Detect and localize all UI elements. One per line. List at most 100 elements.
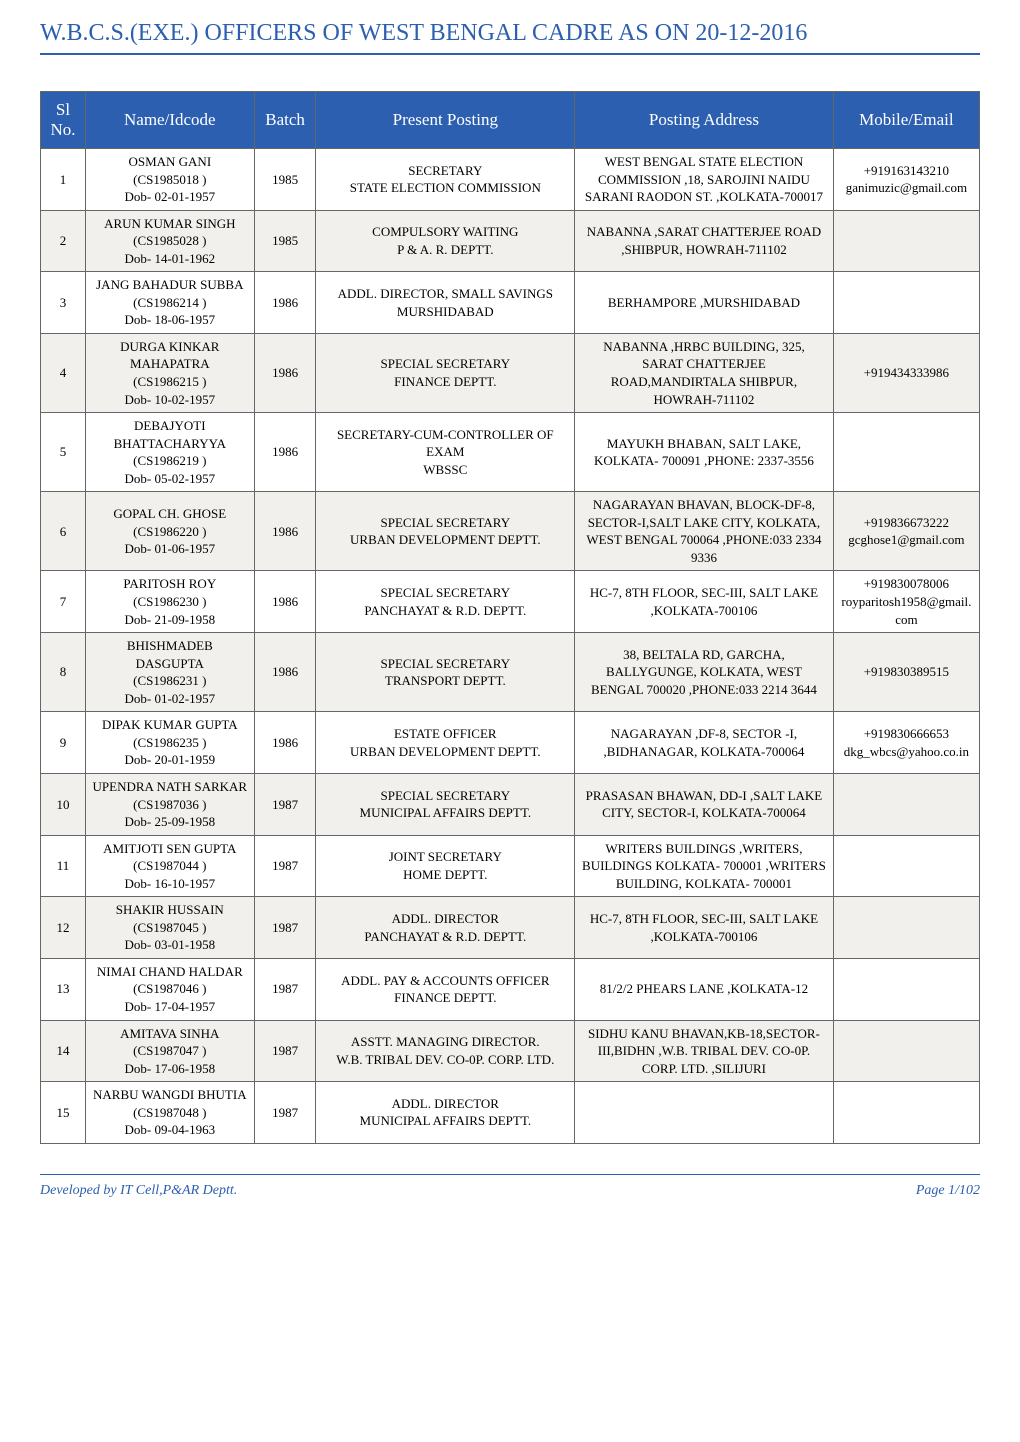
cell-sl: 4 (41, 333, 86, 412)
cell-name: GOPAL CH. GHOSE (CS1986220 ) Dob- 01-06-… (85, 492, 254, 571)
cell-batch: 1986 (254, 633, 316, 712)
table-row: 15 NARBU WANGDI BHUTIA (CS1987048 ) Dob-… (41, 1082, 980, 1144)
cell-posting: SPECIAL SECRETARY TRANSPORT DEPTT. (316, 633, 575, 712)
cell-address: NABANNA ,SARAT CHATTERJEE ROAD ,SHIBPUR,… (575, 210, 834, 272)
cell-sl: 8 (41, 633, 86, 712)
cell-batch: 1987 (254, 773, 316, 835)
cell-name: DEBAJYOTI BHATTACHARYYA (CS1986219 ) Dob… (85, 413, 254, 492)
table-row: 11 AMITJOTI SEN GUPTA (CS1987044 ) Dob- … (41, 835, 980, 897)
cell-mobile: +919434333986 (833, 333, 979, 412)
cell-mobile (833, 958, 979, 1020)
cell-mobile: +919830389515 (833, 633, 979, 712)
cell-sl: 5 (41, 413, 86, 492)
table-row: 5 DEBAJYOTI BHATTACHARYYA (CS1986219 ) D… (41, 413, 980, 492)
cell-name: OSMAN GANI (CS1985018 ) Dob- 02-01-1957 (85, 149, 254, 211)
cell-address: HC-7, 8TH FLOOR, SEC-III, SALT LAKE ,KOL… (575, 897, 834, 959)
cell-name: AMITAVA SINHA (CS1987047 ) Dob- 17-06-19… (85, 1020, 254, 1082)
cell-posting: SPECIAL SECRETARY FINANCE DEPTT. (316, 333, 575, 412)
cell-posting: SECRETARY STATE ELECTION COMMISSION (316, 149, 575, 211)
cell-mobile (833, 835, 979, 897)
cell-sl: 12 (41, 897, 86, 959)
officers-table: Sl No. Name/Idcode Batch Present Posting… (40, 91, 980, 1144)
col-header-batch: Batch (254, 92, 316, 149)
cell-sl: 14 (41, 1020, 86, 1082)
cell-address: SIDHU KANU BHAVAN,KB-18,SECTOR-III,BIDHN… (575, 1020, 834, 1082)
cell-mobile (833, 413, 979, 492)
cell-address: BERHAMPORE ,MURSHIDABAD (575, 272, 834, 334)
cell-sl: 11 (41, 835, 86, 897)
table-row: 9 DIPAK KUMAR GUPTA (CS1986235 ) Dob- 20… (41, 712, 980, 774)
cell-sl: 15 (41, 1082, 86, 1144)
cell-sl: 10 (41, 773, 86, 835)
cell-posting: SPECIAL SECRETARY PANCHAYAT & R.D. DEPTT… (316, 571, 575, 633)
cell-address: MAYUKH BHABAN, SALT LAKE, KOLKATA- 70009… (575, 413, 834, 492)
table-row: 10 UPENDRA NATH SARKAR (CS1987036 ) Dob-… (41, 773, 980, 835)
col-header-mobile: Mobile/Email (833, 92, 979, 149)
cell-address: NAGARAYAN BHAVAN, BLOCK-DF-8, SECTOR-I,S… (575, 492, 834, 571)
table-row: 4 DURGA KINKAR MAHAPATRA (CS1986215 ) Do… (41, 333, 980, 412)
cell-name: UPENDRA NATH SARKAR (CS1987036 ) Dob- 25… (85, 773, 254, 835)
cell-mobile (833, 1082, 979, 1144)
cell-address: 81/2/2 PHEARS LANE ,KOLKATA-12 (575, 958, 834, 1020)
cell-mobile (833, 1020, 979, 1082)
col-header-address: Posting Address (575, 92, 834, 149)
cell-posting: ADDL. DIRECTOR PANCHAYAT & R.D. DEPTT. (316, 897, 575, 959)
cell-name: DIPAK KUMAR GUPTA (CS1986235 ) Dob- 20-0… (85, 712, 254, 774)
cell-address (575, 1082, 834, 1144)
col-header-name: Name/Idcode (85, 92, 254, 149)
cell-batch: 1987 (254, 835, 316, 897)
cell-posting: SECRETARY-CUM-CONTROLLER OF EXAM WBSSC (316, 413, 575, 492)
cell-mobile (833, 272, 979, 334)
page-title: W.B.C.S.(EXE.) OFFICERS OF WEST BENGAL C… (40, 20, 980, 55)
table-body: 1 OSMAN GANI (CS1985018 ) Dob- 02-01-195… (41, 149, 980, 1144)
cell-name: NIMAI CHAND HALDAR (CS1987046 ) Dob- 17-… (85, 958, 254, 1020)
cell-name: NARBU WANGDI BHUTIA (CS1987048 ) Dob- 09… (85, 1082, 254, 1144)
cell-mobile: +919836673222 gcghose1@gmail.com (833, 492, 979, 571)
cell-batch: 1986 (254, 413, 316, 492)
cell-name: JANG BAHADUR SUBBA (CS1986214 ) Dob- 18-… (85, 272, 254, 334)
cell-batch: 1987 (254, 1020, 316, 1082)
cell-sl: 7 (41, 571, 86, 633)
table-row: 6 GOPAL CH. GHOSE (CS1986220 ) Dob- 01-0… (41, 492, 980, 571)
table-row: 2 ARUN KUMAR SINGH (CS1985028 ) Dob- 14-… (41, 210, 980, 272)
cell-name: AMITJOTI SEN GUPTA (CS1987044 ) Dob- 16-… (85, 835, 254, 897)
cell-posting: SPECIAL SECRETARY URBAN DEVELOPMENT DEPT… (316, 492, 575, 571)
cell-name: DURGA KINKAR MAHAPATRA (CS1986215 ) Dob-… (85, 333, 254, 412)
page-footer: Developed by IT Cell,P&AR Deptt. Page 1/… (40, 1174, 980, 1199)
cell-batch: 1986 (254, 571, 316, 633)
cell-address: WRITERS BUILDINGS ,WRITERS, BUILDINGS KO… (575, 835, 834, 897)
cell-sl: 9 (41, 712, 86, 774)
cell-batch: 1985 (254, 149, 316, 211)
cell-batch: 1986 (254, 712, 316, 774)
cell-posting: SPECIAL SECRETARY MUNICIPAL AFFAIRS DEPT… (316, 773, 575, 835)
cell-sl: 3 (41, 272, 86, 334)
cell-address: NABANNA ,HRBC BUILDING, 325, SARAT CHATT… (575, 333, 834, 412)
cell-address: NAGARAYAN ,DF-8, SECTOR -I, ,BIDHANAGAR,… (575, 712, 834, 774)
cell-sl: 2 (41, 210, 86, 272)
cell-mobile: +919830666653 dkg_wbcs@yahoo.co.in (833, 712, 979, 774)
cell-name: BHISHMADEB DASGUPTA (CS1986231 ) Dob- 01… (85, 633, 254, 712)
cell-mobile (833, 897, 979, 959)
table-header-row: Sl No. Name/Idcode Batch Present Posting… (41, 92, 980, 149)
footer-left: Developed by IT Cell,P&AR Deptt. (40, 1183, 237, 1199)
cell-posting: ESTATE OFFICER URBAN DEVELOPMENT DEPTT. (316, 712, 575, 774)
cell-batch: 1987 (254, 958, 316, 1020)
col-header-sl: Sl No. (41, 92, 86, 149)
cell-batch: 1986 (254, 333, 316, 412)
cell-posting: ADDL. DIRECTOR MUNICIPAL AFFAIRS DEPTT. (316, 1082, 575, 1144)
table-row: 12 SHAKIR HUSSAIN (CS1987045 ) Dob- 03-0… (41, 897, 980, 959)
table-row: 8 BHISHMADEB DASGUPTA (CS1986231 ) Dob- … (41, 633, 980, 712)
cell-posting: COMPULSORY WAITING P & A. R. DEPTT. (316, 210, 575, 272)
cell-name: PARITOSH ROY (CS1986230 ) Dob- 21-09-195… (85, 571, 254, 633)
cell-name: SHAKIR HUSSAIN (CS1987045 ) Dob- 03-01-1… (85, 897, 254, 959)
cell-address: 38, BELTALA RD, GARCHA, BALLYGUNGE, KOLK… (575, 633, 834, 712)
table-row: 13 NIMAI CHAND HALDAR (CS1987046 ) Dob- … (41, 958, 980, 1020)
cell-posting: ASSTT. MANAGING DIRECTOR. W.B. TRIBAL DE… (316, 1020, 575, 1082)
cell-address: HC-7, 8TH FLOOR, SEC-III, SALT LAKE ,KOL… (575, 571, 834, 633)
cell-posting: JOINT SECRETARY HOME DEPTT. (316, 835, 575, 897)
cell-name: ARUN KUMAR SINGH (CS1985028 ) Dob- 14-01… (85, 210, 254, 272)
cell-address: WEST BENGAL STATE ELECTION COMMISSION ,1… (575, 149, 834, 211)
col-header-posting: Present Posting (316, 92, 575, 149)
cell-batch: 1987 (254, 1082, 316, 1144)
cell-address: PRASASAN BHAWAN, DD-I ,SALT LAKE CITY, S… (575, 773, 834, 835)
